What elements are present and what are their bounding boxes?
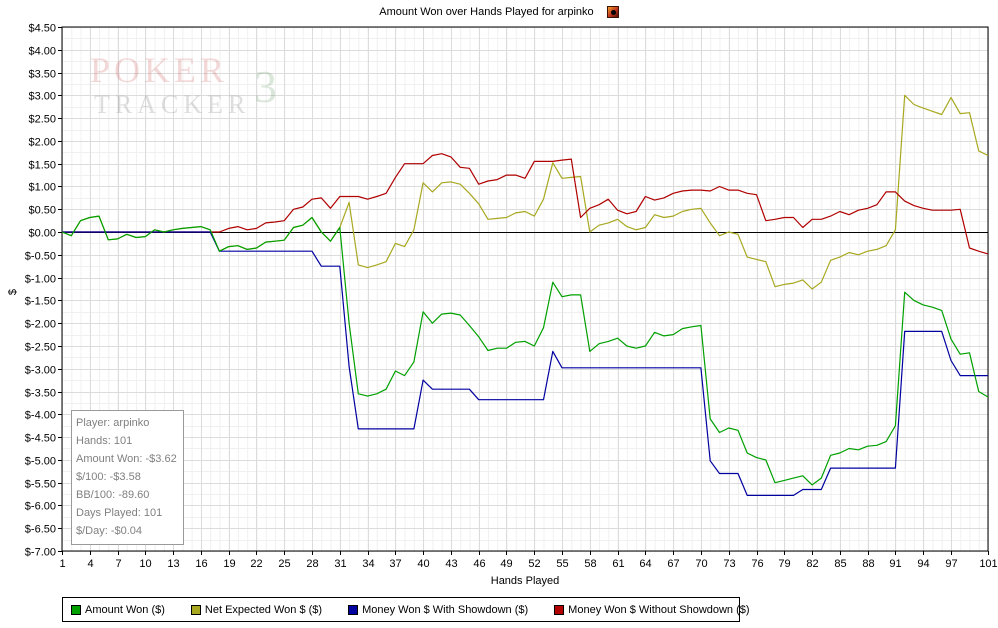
stat-amount-won: Amount Won: -$3.62 bbox=[76, 453, 177, 465]
x-tick-label: 31 bbox=[334, 558, 346, 570]
legend-swatch bbox=[71, 604, 81, 615]
x-tick-label: 34 bbox=[362, 558, 374, 570]
x-tick-label: 76 bbox=[751, 558, 763, 570]
y-tick-label: $-6.00 bbox=[25, 501, 56, 513]
x-tick-label: 37 bbox=[389, 558, 401, 570]
x-tick-label: 85 bbox=[834, 558, 846, 570]
y-tick-label: $-3.00 bbox=[25, 365, 56, 377]
player-stats-box: Player: arpinko Hands: 101 Amount Won: -… bbox=[71, 410, 184, 545]
legend-label: Money Won $ With Showdown ($) bbox=[362, 603, 529, 616]
y-axis: $4.50 $4.00 $3.50 $3.00 $2.50 $2.00 $1.50 $1.00… bbox=[25, 23, 62, 559]
chart-legend: Amount Won ($) Net Expected Won $ ($) Mo… bbox=[62, 597, 750, 622]
y-tick-label: $-3.50 bbox=[25, 388, 56, 400]
x-tick-label: 82 bbox=[806, 558, 818, 570]
x-tick-label: 46 bbox=[473, 558, 485, 570]
x-tick-label: 101 bbox=[979, 558, 997, 570]
watermark-poker: POKER bbox=[90, 50, 228, 90]
legend-swatch bbox=[348, 604, 359, 615]
x-tick-label: 61 bbox=[612, 558, 624, 570]
y-tick-label: $-5.00 bbox=[25, 456, 56, 468]
poker-tracker-icon[interactable] bbox=[606, 6, 619, 19]
x-tick-label: 58 bbox=[584, 558, 596, 570]
y-tick-label: $4.00 bbox=[28, 46, 56, 58]
stat-hands: Hands: 101 bbox=[76, 435, 133, 447]
legend-label: Net Expected Won $ ($) bbox=[204, 603, 323, 616]
series-line-0 bbox=[61, 215, 989, 486]
y-tick-label: $1.50 bbox=[28, 160, 56, 172]
legend-item-amount-won[interactable]: Amount Won ($) bbox=[63, 604, 165, 616]
y-tick-label: $1.00 bbox=[28, 182, 56, 194]
watermark-numeral: 3 bbox=[254, 61, 277, 112]
stat-days-played: Days Played: 101 bbox=[76, 507, 163, 519]
y-tick-label: $-5.50 bbox=[25, 479, 56, 491]
grid bbox=[62, 27, 989, 552]
legend-swatch bbox=[190, 604, 201, 615]
y-tick-label: $-4.00 bbox=[25, 410, 56, 422]
y-tick-label: $-7.00 bbox=[25, 547, 56, 559]
watermark-tracker: TRACKER bbox=[94, 90, 250, 119]
legend-item-with-showdown[interactable]: Money Won $ With Showdown ($) bbox=[340, 604, 528, 616]
y-tick-label: $3.00 bbox=[28, 91, 56, 103]
poker-tracker-watermark: POKER 3 TRACKER bbox=[90, 50, 277, 119]
stat-bb-100: BB/100: -89.60 bbox=[76, 489, 150, 501]
series-line-3 bbox=[62, 153, 989, 255]
x-tick-label: 73 bbox=[723, 558, 735, 570]
x-tick-label: 40 bbox=[417, 558, 429, 570]
y-tick-label: $0.00 bbox=[28, 228, 56, 240]
x-tick-label: 10 bbox=[139, 558, 151, 570]
x-tick-label: 64 bbox=[639, 558, 651, 570]
x-tick-label: 70 bbox=[695, 558, 707, 570]
y-tick-label: $-2.50 bbox=[25, 342, 56, 354]
chart-title: Amount Won over Hands Played for arpinko bbox=[379, 6, 594, 19]
y-tick-label: $3.50 bbox=[28, 69, 56, 81]
y-tick-label: $2.50 bbox=[28, 114, 56, 126]
y-tick-label: $-2.00 bbox=[25, 319, 56, 331]
legend-item-net-expected[interactable]: Net Expected Won $ ($) bbox=[183, 604, 322, 616]
x-tick-label: 43 bbox=[445, 558, 457, 570]
x-tick-label: 67 bbox=[667, 558, 679, 570]
legend-label: Amount Won ($) bbox=[85, 603, 165, 616]
x-tick-label: 4 bbox=[87, 558, 93, 570]
stat-player: Player: arpinko bbox=[76, 417, 150, 429]
y-axis-label: $ bbox=[7, 289, 19, 295]
x-axis-label: Hands Played bbox=[491, 575, 560, 587]
x-tick-label: 13 bbox=[167, 558, 179, 570]
x-tick-label: 19 bbox=[223, 558, 235, 570]
legend-swatch bbox=[554, 604, 565, 615]
legend-label: Money Won $ Without Showdown ($) bbox=[568, 603, 750, 616]
stat-per-day: $/Day: -$0.04 bbox=[76, 525, 143, 537]
legend-item-without-showdown[interactable]: Money Won $ Without Showdown ($) bbox=[546, 603, 750, 616]
x-tick-label: 25 bbox=[278, 558, 290, 570]
x-tick-label: 16 bbox=[195, 558, 207, 570]
x-tick-label: 55 bbox=[556, 558, 568, 570]
stat-per-100: $/100: -$3.58 bbox=[76, 471, 141, 483]
y-tick-label: $-1.50 bbox=[25, 296, 56, 308]
x-tick-label: 91 bbox=[889, 558, 901, 570]
y-tick-label: $-0.50 bbox=[25, 251, 56, 263]
x-tick-label: 97 bbox=[945, 558, 957, 570]
y-tick-label: $-4.50 bbox=[25, 433, 56, 445]
x-tick-label: 52 bbox=[528, 558, 540, 570]
x-tick-label: 22 bbox=[250, 558, 262, 570]
y-tick-label: $2.00 bbox=[28, 137, 56, 149]
x-tick-label: 79 bbox=[778, 558, 790, 570]
plot-frame bbox=[61, 26, 989, 552]
chart-title-bar: Amount Won over Hands Played for arpinko bbox=[0, 6, 998, 19]
x-axis: 1 4 7 10 13 16 19 22 25 28 31 34 37 40 43 46 49 52 55 58 61 6… bbox=[59, 551, 998, 570]
x-tick-label: 88 bbox=[862, 558, 874, 570]
y-tick-label: $-6.50 bbox=[25, 524, 56, 536]
y-tick-label: $0.50 bbox=[28, 205, 56, 217]
series-layer bbox=[61, 94, 989, 496]
x-tick-label: 28 bbox=[306, 558, 318, 570]
y-tick-label: $-1.00 bbox=[25, 274, 56, 286]
x-tick-label: 7 bbox=[115, 558, 121, 570]
y-tick-label: $4.50 bbox=[28, 23, 56, 35]
x-tick-label: 1 bbox=[59, 558, 65, 570]
x-tick-label: 94 bbox=[917, 558, 929, 570]
x-tick-label: 49 bbox=[500, 558, 512, 570]
